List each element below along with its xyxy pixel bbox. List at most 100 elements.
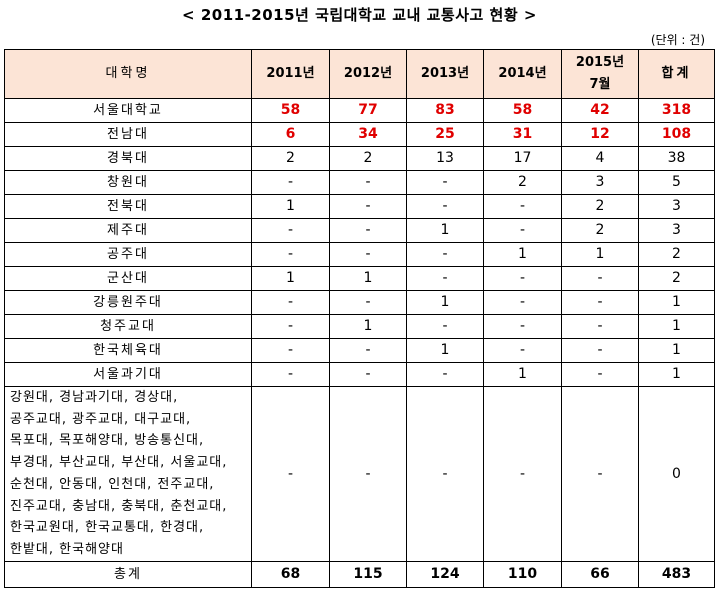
total-v2014: 110 bbox=[483, 561, 562, 588]
header-2013: 2013년 bbox=[406, 49, 484, 99]
cell-total: 2 bbox=[638, 266, 715, 291]
header-2015-year: 2015년 bbox=[575, 55, 625, 70]
other-universities-line: 한국교원대, 한국교통대, 한경대, bbox=[10, 520, 205, 536]
total-v2013: 124 bbox=[406, 561, 484, 588]
university-name: 청주교대 bbox=[4, 314, 252, 339]
table-row: 한국체육대 - -1- -1 bbox=[4, 338, 715, 363]
cell-v2014: - bbox=[483, 266, 562, 291]
table-row: 창원대 - - -2 3 5 bbox=[4, 170, 715, 195]
cell-v2011: - bbox=[251, 170, 330, 195]
cell-v2011: - bbox=[251, 362, 330, 387]
cell-v2015: 3 bbox=[561, 170, 639, 195]
cell-v2011: 1 bbox=[251, 266, 330, 291]
cell-v2013: - bbox=[406, 386, 484, 562]
cell-v2012: - bbox=[329, 290, 407, 315]
cell-v2015: - bbox=[561, 338, 639, 363]
cell-v2013: 13 bbox=[406, 146, 484, 171]
university-name: 전남대 bbox=[4, 122, 252, 147]
cell-total: 318 bbox=[638, 98, 715, 123]
accident-table: 대학명 2011년 2012년 2013년 2014년 2015년 7월 합계 … bbox=[4, 49, 715, 588]
table-body: 서울대학교 58 77 83 58 42 318 전남대 6 34 25 31 12 108 경북대 2 2 13… bbox=[4, 98, 715, 588]
table-row: 군산대 1 1- - -2 bbox=[4, 266, 715, 291]
cell-v2013: - bbox=[406, 242, 484, 267]
university-name: 서울대학교 bbox=[4, 98, 252, 123]
university-name: 강릉원주대 bbox=[4, 290, 252, 315]
cell-v2012: 1 bbox=[329, 314, 407, 339]
cell-v2014: 1 bbox=[483, 242, 562, 267]
cell-v2014: 1 bbox=[483, 362, 562, 387]
header-total: 합계 bbox=[638, 49, 715, 99]
cell-v2013: 25 bbox=[406, 122, 484, 147]
page-title: < 2011-2015년 국립대학교 교내 교통사고 현황 > bbox=[182, 6, 537, 24]
table-row-others: 강원대, 경남과기대, 경상대, 공주교대, 광주교대, 대구교대, 목포대, 목포… bbox=[4, 386, 715, 562]
total-total: 483 bbox=[638, 561, 715, 588]
total-v2012: 115 bbox=[329, 561, 407, 588]
cell-v2013: 1 bbox=[406, 218, 484, 243]
header-2015: 2015년 7월 bbox=[561, 49, 639, 99]
cell-v2015: 2 bbox=[561, 194, 639, 219]
cell-v2014: 58 bbox=[483, 98, 562, 123]
university-name: 창원대 bbox=[4, 170, 252, 195]
cell-v2014: - bbox=[483, 290, 562, 315]
cell-total: 1 bbox=[638, 290, 715, 315]
cell-v2015: - bbox=[561, 266, 639, 291]
cell-v2011: - bbox=[251, 242, 330, 267]
cell-v2014: - bbox=[483, 218, 562, 243]
table-row: 경북대 2 2 13 17 4 38 bbox=[4, 146, 715, 171]
cell-v2012: - bbox=[329, 386, 407, 562]
table-row: 강릉원주대 - -1- -1 bbox=[4, 290, 715, 315]
cell-v2011: 2 bbox=[251, 146, 330, 171]
cell-total: 5 bbox=[638, 170, 715, 195]
cell-total: 3 bbox=[638, 194, 715, 219]
cell-total: 1 bbox=[638, 362, 715, 387]
table-row: 제주대 - -1-2 3 bbox=[4, 218, 715, 243]
cell-v2014: 2 bbox=[483, 170, 562, 195]
header-2015-month: 7월 bbox=[589, 77, 611, 92]
cell-v2012: 1 bbox=[329, 266, 407, 291]
header-2011: 2011년 bbox=[251, 49, 330, 99]
table-row: 서울과기대 - - -1-1 bbox=[4, 362, 715, 387]
cell-v2014: 31 bbox=[483, 122, 562, 147]
cell-v2015: 12 bbox=[561, 122, 639, 147]
cell-total: 38 bbox=[638, 146, 715, 171]
cell-v2011: 1 bbox=[251, 194, 330, 219]
cell-total: 1 bbox=[638, 338, 715, 363]
cell-v2015: 2 bbox=[561, 218, 639, 243]
total-v2011: 68 bbox=[251, 561, 330, 588]
other-universities-line: 강원대, 경남과기대, 경상대, bbox=[10, 390, 179, 405]
unit-label: (단위 : 건) bbox=[650, 33, 705, 47]
table-row: 전남대 6 34 25 31 12 108 bbox=[4, 122, 715, 147]
cell-v2013: - bbox=[406, 266, 484, 291]
university-name: 공주대 bbox=[4, 242, 252, 267]
cell-v2014: - bbox=[483, 314, 562, 339]
cell-v2011: - bbox=[251, 386, 330, 562]
other-universities-line: 부경대, 부산교대, 부산대, 서울교대, bbox=[10, 455, 228, 471]
cell-v2015: 4 bbox=[561, 146, 639, 171]
cell-v2011: 58 bbox=[251, 98, 330, 123]
table-row: 공주대 - - -1 1 2 bbox=[4, 242, 715, 267]
cell-v2013: - bbox=[406, 194, 484, 219]
university-name: 전북대 bbox=[4, 194, 252, 219]
table-row-total: 총계 68 115 124 110 66 483 bbox=[4, 561, 715, 588]
cell-v2015: 42 bbox=[561, 98, 639, 123]
other-universities-line: 목포대, 목포해양대, 방송통신대, bbox=[10, 433, 205, 449]
university-name: 제주대 bbox=[4, 218, 252, 243]
cell-total: 3 bbox=[638, 218, 715, 243]
table-row: 서울대학교 58 77 83 58 42 318 bbox=[4, 98, 715, 123]
header-row: 대학명 2011년 2012년 2013년 2014년 2015년 7월 합계 bbox=[4, 49, 715, 99]
other-universities-line: 공주교대, 광주교대, 대구교대, bbox=[10, 411, 192, 427]
cell-v2014: - bbox=[483, 194, 562, 219]
header-2012: 2012년 bbox=[329, 49, 407, 99]
cell-v2011: - bbox=[251, 290, 330, 315]
cell-v2011: - bbox=[251, 338, 330, 363]
total-v2015: 66 bbox=[561, 561, 639, 588]
cell-v2014: - bbox=[483, 338, 562, 363]
cell-v2014: - bbox=[483, 386, 562, 562]
cell-v2012: 77 bbox=[329, 98, 407, 123]
total-label: 총계 bbox=[4, 561, 252, 588]
cell-total: 1 bbox=[638, 314, 715, 339]
other-universities-line: 진주교대, 충남대, 충북대, 춘천교대, bbox=[10, 498, 228, 514]
cell-v2015: - bbox=[561, 362, 639, 387]
cell-v2012: - bbox=[329, 170, 407, 195]
other-universities-line: 한밭대, 한국해양대 bbox=[10, 541, 124, 557]
